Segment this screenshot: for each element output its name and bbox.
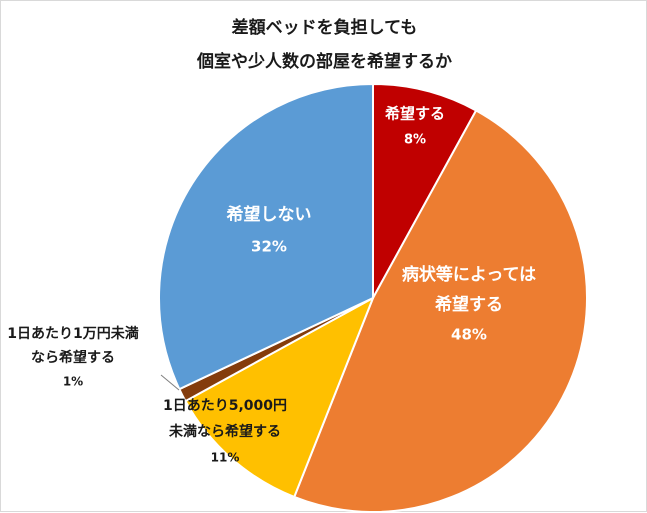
slice-label-1-line-1: 希望する	[435, 294, 503, 315]
slice-label-4-line-0: 希望しない	[227, 204, 312, 225]
pie-slice-2	[184, 295, 375, 499]
slice-label-2-line-1: 未満なら希望する	[169, 423, 281, 440]
slice-percent-label-0: 8%	[404, 133, 426, 148]
chart-title-line-1: 差額ベッドを負担しても	[231, 18, 418, 38]
slice-percent-label-2: 11%	[211, 451, 240, 465]
slice-percent-label-3: 1%	[63, 375, 83, 389]
slice-label-0-line-0: 希望する	[385, 105, 445, 123]
pie-slice-0	[372, 82, 478, 299]
pie-slice-4	[158, 82, 374, 391]
leader-line	[160, 374, 180, 391]
slice-label-1-line-0: 病状等によっては	[402, 264, 536, 285]
chart-title-line-2: 個室や少人数の部屋を希望するか	[197, 52, 452, 72]
slice-label-2-line-0: 1日あたり5,000円	[163, 398, 287, 414]
slice-percent-label-4: 32%	[251, 238, 287, 256]
slice-label-3-line-1: なら希望する	[31, 349, 115, 366]
slice-label-3-line-0: 1日あたり1万円未満	[7, 325, 138, 342]
slice-percent-label-1: 48%	[451, 326, 487, 344]
